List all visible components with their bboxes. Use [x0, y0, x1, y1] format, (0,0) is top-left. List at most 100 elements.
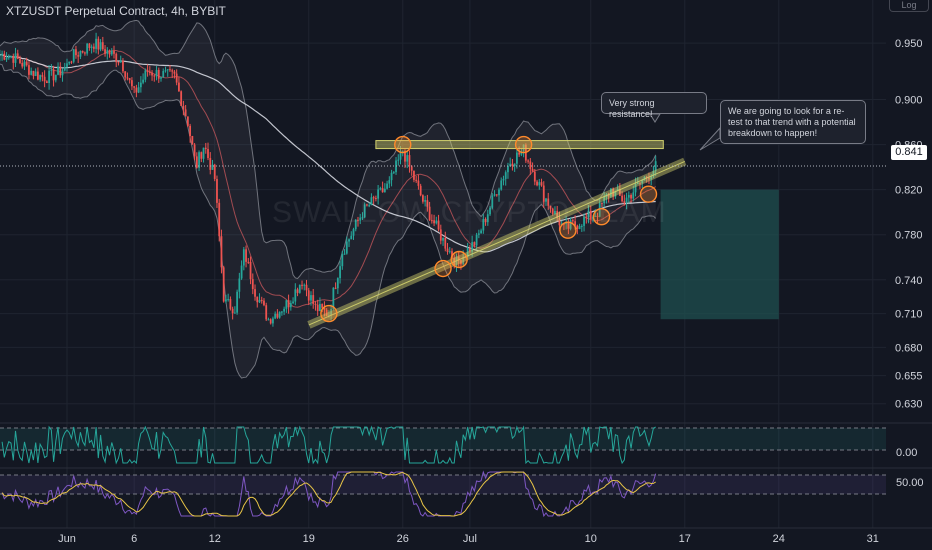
candle-body	[554, 210, 556, 214]
candle-body	[312, 295, 315, 304]
candle-body	[413, 170, 415, 180]
time-tick-label: Jun	[58, 533, 76, 545]
candle-body	[63, 66, 66, 71]
time-tick-label: 26	[397, 533, 409, 545]
candle-body	[334, 287, 337, 289]
candle-body	[155, 69, 158, 77]
candle-body	[507, 166, 509, 173]
candle-body	[587, 210, 590, 218]
time-axis[interactable]: Jun 6 12 19 26 Jul 10 17 24 31	[0, 527, 932, 545]
candle-body	[457, 256, 460, 261]
trendline-edge	[308, 161, 685, 326]
candle-body	[383, 188, 386, 193]
candle-body	[54, 74, 57, 81]
candle-body	[451, 251, 453, 258]
candle-body	[511, 163, 514, 166]
candle-body	[421, 195, 424, 202]
candle-body	[471, 242, 474, 252]
watermark: SWALLOW CRYPTO TEAM	[272, 196, 667, 229]
candle-body	[104, 49, 106, 54]
log-scale-button[interactable]: Log	[889, 0, 929, 12]
candle-body	[401, 151, 404, 153]
candle-body	[417, 180, 420, 186]
stoch-band	[0, 475, 886, 494]
candle-body	[551, 208, 554, 214]
candle-body	[598, 202, 601, 217]
candle-body	[238, 278, 241, 292]
touch-point-marker	[320, 304, 338, 323]
candle-body	[536, 181, 538, 186]
candle-body	[231, 308, 234, 314]
time-tick-label: Jul	[463, 533, 477, 545]
candle-body	[466, 248, 469, 258]
candle-body	[144, 70, 147, 80]
time-tick-label: 19	[303, 533, 315, 545]
candle-body	[86, 43, 89, 54]
candle-body	[549, 205, 552, 209]
candle-body	[361, 217, 364, 219]
candle-body	[462, 256, 465, 265]
candle-body	[493, 194, 496, 196]
candle-body	[498, 189, 500, 196]
candle-body	[444, 237, 447, 249]
candle-body	[280, 311, 283, 313]
candle-body	[410, 166, 413, 171]
time-tick-label: 12	[209, 533, 221, 545]
rsi-pane: 0.00	[0, 422, 932, 465]
candle-body	[370, 197, 373, 206]
candle-body	[193, 144, 196, 157]
candle-body	[39, 75, 42, 80]
candle-body	[164, 70, 167, 72]
bollinger-bands	[0, 19, 657, 379]
candle-body	[529, 161, 532, 169]
candle-body	[428, 206, 431, 221]
candle-body	[533, 171, 536, 182]
rsi-line	[1, 425, 656, 465]
candle-body	[278, 311, 281, 318]
candle-body	[207, 149, 209, 159]
candle-body	[372, 197, 375, 199]
candle-body	[162, 71, 165, 78]
candle-body	[323, 307, 326, 310]
candle-body	[72, 49, 75, 62]
candle-body	[374, 198, 377, 200]
candle-body	[124, 71, 127, 78]
candle-body	[191, 136, 194, 145]
candle-body	[435, 220, 438, 224]
price-tick-label: 0.820	[895, 185, 923, 197]
candle-body	[213, 164, 216, 179]
candle-body	[178, 82, 180, 92]
candle-body	[79, 50, 82, 57]
candle-body	[28, 65, 30, 75]
candle-body	[202, 147, 205, 159]
candle-body	[240, 265, 243, 279]
candle-body	[576, 225, 579, 230]
candle-body	[475, 234, 478, 246]
chart-title: XTZUSDT Perpetual Contract, 4h, BYBIT	[6, 4, 226, 18]
candle-body	[627, 194, 630, 198]
candle-body	[578, 226, 581, 230]
candle-body	[363, 204, 366, 218]
candle-body	[117, 62, 120, 64]
candle-body	[296, 289, 299, 293]
price-axis[interactable]: 0.9500.9000.8600.8200.7800.7400.7100.680…	[895, 38, 923, 411]
candle-body	[354, 219, 357, 230]
candle-body	[305, 284, 308, 291]
candle-body	[209, 158, 212, 170]
candle-body	[415, 179, 418, 181]
candle-body	[489, 207, 491, 215]
candle-body	[547, 198, 550, 206]
candle-body	[486, 214, 489, 223]
candle-body	[41, 75, 44, 77]
candle-body	[491, 195, 494, 208]
candle-body	[610, 188, 612, 197]
candle-body	[175, 73, 178, 83]
candle-body	[585, 216, 588, 218]
candle-body	[437, 220, 440, 230]
rsi-axis-label: 0.00	[896, 447, 917, 459]
candle-body	[115, 53, 118, 63]
candle-body	[540, 182, 543, 186]
slow-moving-average	[0, 53, 656, 253]
candle-body	[294, 289, 297, 302]
